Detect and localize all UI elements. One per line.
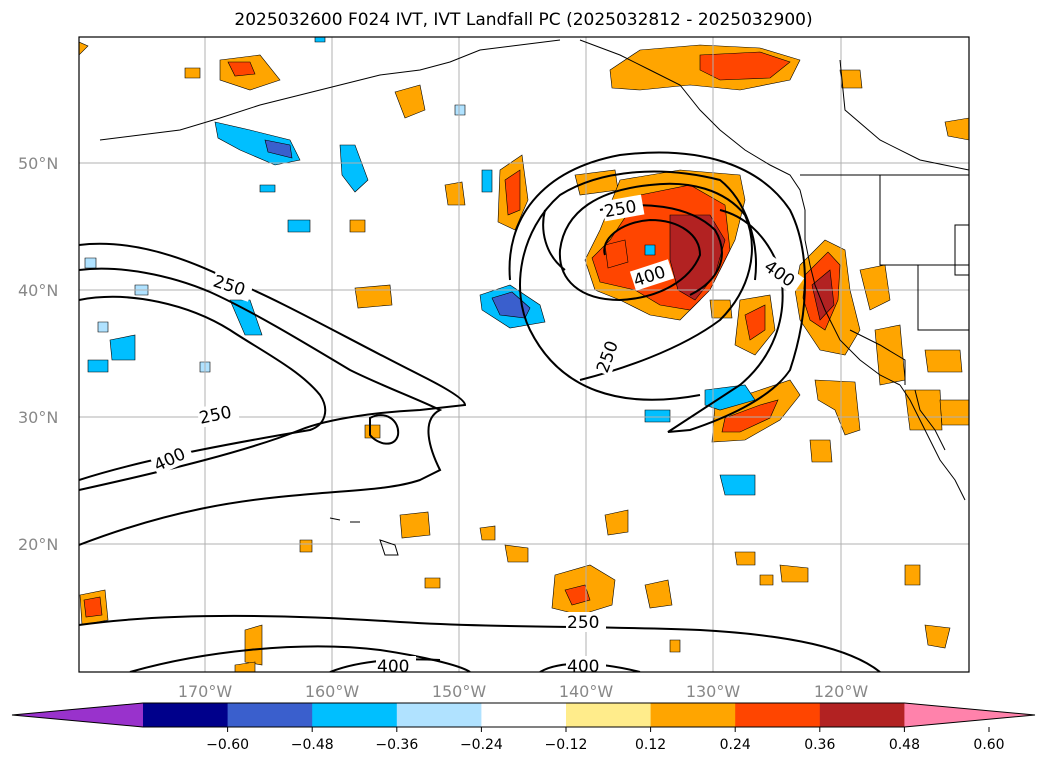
negative-pc-shading <box>84 37 756 496</box>
colorbar-tick-label: 0.36 <box>804 737 835 753</box>
colorbar-segment <box>735 703 821 727</box>
contour-label: 400 <box>567 657 599 677</box>
colorbar-tick-label: −0.12 <box>545 737 588 753</box>
colorbar-tick-label: −0.24 <box>460 737 503 753</box>
colorbar-tick-label: 0.12 <box>635 737 666 753</box>
map-title: 2025032600 F024 IVT, IVT Landfall PC (20… <box>234 10 813 30</box>
lon-label: 160°W <box>305 682 360 701</box>
colorbar-segment <box>312 703 398 727</box>
colorbar-segment <box>481 703 567 727</box>
contour-label: 250 <box>567 613 599 633</box>
latitude-labels: 50°N 40°N 30°N 20°N <box>18 154 58 554</box>
colorbar-segment <box>566 703 652 727</box>
lat-label: 50°N <box>18 154 58 173</box>
colorbar-tick-label: −0.36 <box>375 737 418 753</box>
colorbar-extend-max <box>904 703 1035 727</box>
lat-label: 40°N <box>18 281 58 300</box>
colorbar-tick-label: −0.60 <box>206 737 249 753</box>
map-contents: 250 250 250 400 250 250 400 400 400 400 <box>79 37 969 677</box>
longitude-labels: 170°W 160°W 150°W 140°W 130°W 120°W <box>178 682 869 701</box>
colorbar-tick-label: 0.24 <box>720 737 751 753</box>
contour-label: 400 <box>377 657 409 677</box>
lon-label: 140°W <box>559 682 614 701</box>
colorbar-segment <box>650 703 736 727</box>
lat-label: 30°N <box>18 408 58 427</box>
lon-label: 120°W <box>814 682 869 701</box>
colorbar-tick-label: 0.60 <box>973 737 1004 753</box>
colorbar-segment <box>227 703 313 727</box>
coastlines <box>99 39 969 556</box>
gridlines <box>79 37 969 672</box>
positive-pc-shading <box>79 41 969 672</box>
colorbar-segment <box>819 703 905 727</box>
colorbar-tick-label: −0.48 <box>291 737 334 753</box>
colorbar-outline <box>11 702 1036 728</box>
lon-label: 170°W <box>178 682 233 701</box>
map-area <box>79 37 969 672</box>
lat-label: 20°N <box>18 535 58 554</box>
colorbar-tick-label: 0.48 <box>889 737 920 753</box>
lon-label: 150°W <box>432 682 487 701</box>
colorbar-segment <box>143 703 229 727</box>
colorbar-extend-min <box>12 703 143 727</box>
colorbar: −0.60 −0.48 −0.36 −0.24 −0.12 0.12 0.24 0.36 0.4… <box>11 702 1036 753</box>
colorbar-segment <box>396 703 482 727</box>
lon-label: 130°W <box>686 682 741 701</box>
map-frame <box>78 36 970 673</box>
